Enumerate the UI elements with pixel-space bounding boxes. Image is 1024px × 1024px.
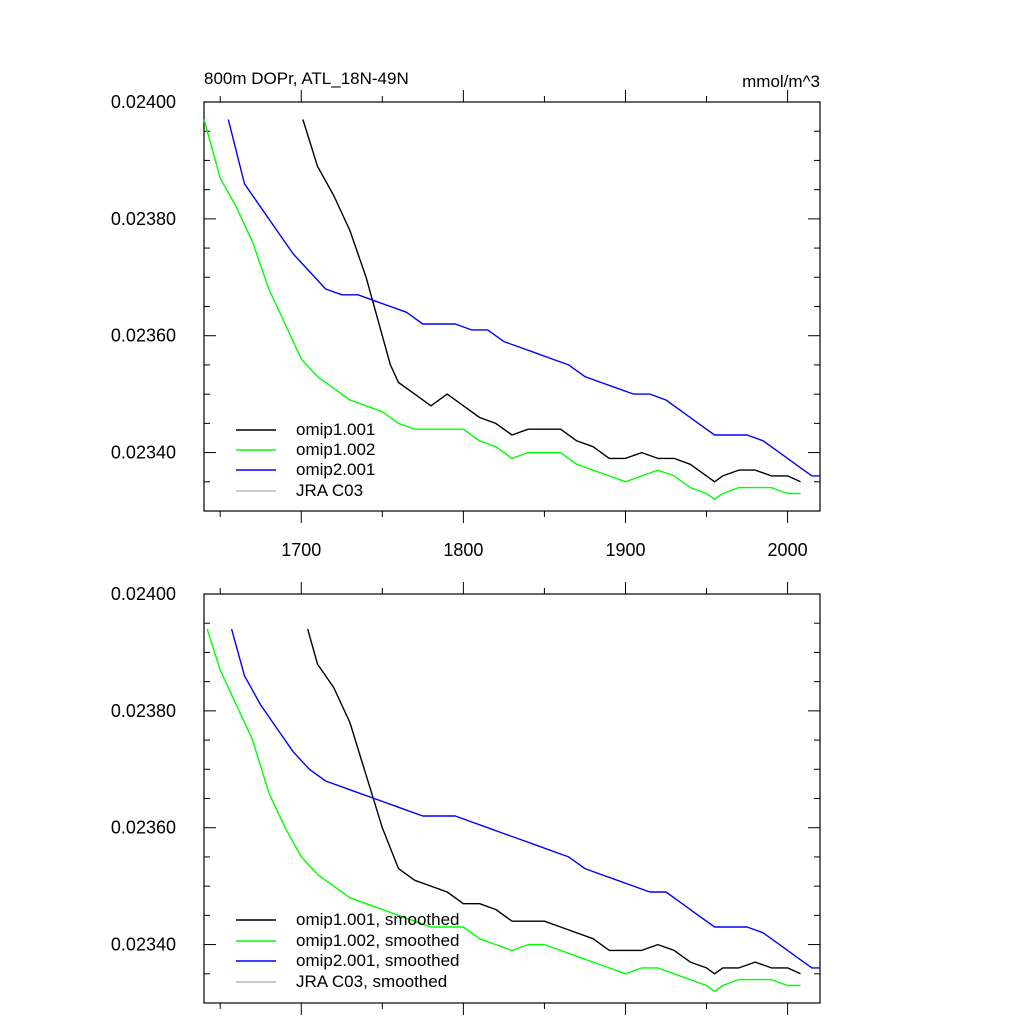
series-line-omip1-001-smoothed <box>307 628 801 975</box>
series-line-omip2-001-smoothed <box>230 628 820 969</box>
legend-label-omip1-002: omip1.002 <box>296 440 375 459</box>
legend-label-jra-c03: JRA C03 <box>296 481 363 500</box>
x-tick-label: 2000 <box>768 540 808 560</box>
legend-label-jra-c03-smoothed: JRA C03, smoothed <box>296 972 447 991</box>
legend-label-omip1-001-smoothed: omip1.001, smoothed <box>296 910 460 929</box>
legend-label-omip1-001: omip1.001 <box>296 420 375 439</box>
y-tick-label: 0.02360 <box>111 818 176 838</box>
y-tick-label: 0.02340 <box>111 935 176 955</box>
series-line-omip1-002 <box>203 119 801 500</box>
axis-ticks: 0.02340 0.02360 0.02380 0.02400 1700 1800 1900… <box>111 90 820 560</box>
legend: omip1.001 omip1.002 omip2.001 JRA C03 <box>236 420 375 500</box>
chart-title: 800m DOPr, ATL_18N-49N <box>204 69 409 88</box>
y-tick-label: 0.02380 <box>111 209 176 229</box>
y-tick-label: 0.02380 <box>111 701 176 721</box>
series-lines <box>203 119 820 500</box>
x-tick-label: 1900 <box>605 540 645 560</box>
legend: omip1.001, smoothed omip1.002, smoothed … <box>236 910 460 991</box>
panel-top: 800m DOPr, ATL_18N-49N mmol/m^3 0.023400… <box>111 69 821 560</box>
units-label: mmol/m^3 <box>742 72 820 91</box>
x-tick-label: 1700 <box>281 540 321 560</box>
series-line-omip1-002-smoothed <box>206 628 801 992</box>
series-lines <box>206 628 820 992</box>
x-tick-label: 1800 <box>443 540 483 560</box>
y-tick-label: 0.02400 <box>111 92 176 112</box>
legend-label-omip1-002-smoothed: omip1.002, smoothed <box>296 931 460 950</box>
legend-label-omip2-001-smoothed: omip2.001, smoothed <box>296 951 460 970</box>
y-tick-label: 0.02400 <box>111 584 176 604</box>
panel-bottom: 0.02340 0.02360 0.02380 0.02400 omip1.001, … <box>111 582 821 1015</box>
series-line-omip1-001 <box>302 119 801 483</box>
y-tick-label: 0.02340 <box>111 443 176 463</box>
series-line-omip2-001 <box>227 119 820 477</box>
legend-label-omip2-001: omip2.001 <box>296 460 375 479</box>
axis-ticks: 0.02340 0.02360 0.02380 0.02400 <box>111 582 820 1015</box>
y-tick-label: 0.02360 <box>111 326 176 346</box>
